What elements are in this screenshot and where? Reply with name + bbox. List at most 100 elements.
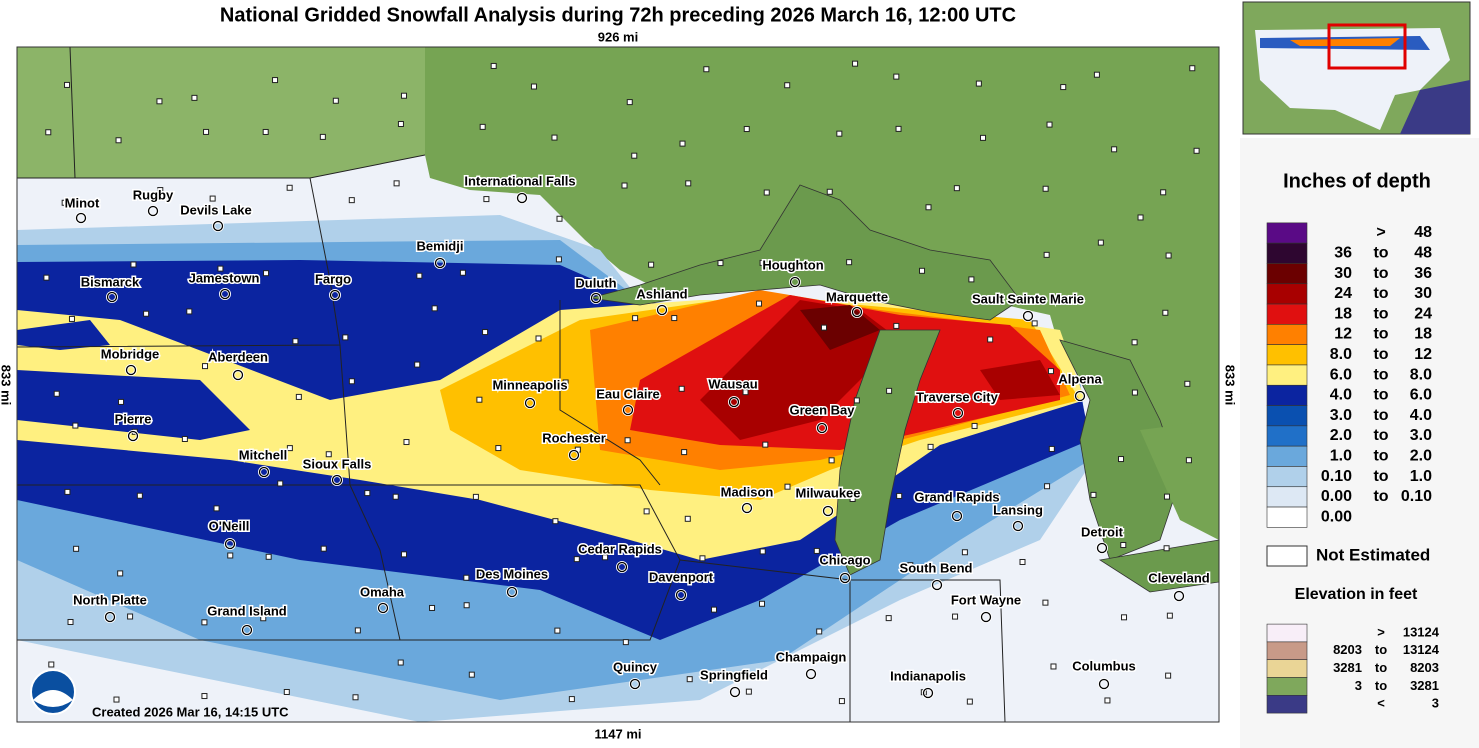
city-label: Cedar Rapids xyxy=(578,541,662,556)
lake-michigan xyxy=(834,329,941,576)
city-marker xyxy=(241,624,253,636)
border xyxy=(17,484,401,641)
station xyxy=(530,83,537,90)
station xyxy=(217,265,224,272)
inset-us xyxy=(1255,28,1450,130)
station xyxy=(262,128,269,135)
legend-swatch xyxy=(1266,659,1308,678)
city-marker xyxy=(805,668,817,680)
station xyxy=(1044,483,1051,490)
station xyxy=(332,97,339,104)
legend-sep: to xyxy=(1373,265,1388,282)
legend-high: 18 xyxy=(1414,326,1432,343)
city-label: Grand Island xyxy=(207,603,287,618)
station xyxy=(1163,545,1170,552)
station xyxy=(45,129,52,136)
station xyxy=(476,396,483,403)
station xyxy=(64,488,71,495)
station xyxy=(397,659,404,666)
city-label: Green Bay xyxy=(789,402,855,417)
inset-map xyxy=(1242,1,1471,135)
legend-swatch xyxy=(1266,641,1308,661)
city-marker xyxy=(125,364,137,376)
station xyxy=(966,698,973,705)
station xyxy=(1104,697,1111,704)
legend: >48 36 to 48 30 to 36 24 to 30 18 to 24 12 to 18 8.0 to 12… xyxy=(1266,222,1440,714)
station xyxy=(397,120,404,127)
city-label: Des Moines xyxy=(476,566,548,581)
city-marker xyxy=(629,678,641,690)
station xyxy=(763,189,770,196)
station xyxy=(64,81,71,88)
station xyxy=(1131,389,1138,396)
legend-low: 3.0 xyxy=(1330,407,1352,424)
city-marker xyxy=(728,396,740,408)
city-marker xyxy=(516,192,528,204)
legend-low: 18 xyxy=(1334,305,1352,322)
legend-low: 0.10 xyxy=(1321,468,1352,485)
station xyxy=(602,554,609,561)
legend-swatch xyxy=(1266,303,1308,325)
legend-sep: to xyxy=(1373,488,1388,505)
station xyxy=(907,562,914,569)
station xyxy=(1093,71,1100,78)
station xyxy=(685,180,692,187)
legend-low: 36 xyxy=(1334,245,1352,262)
station xyxy=(403,439,410,446)
station xyxy=(156,98,163,105)
station xyxy=(203,128,210,135)
station xyxy=(535,335,542,342)
city-label: Indianapolis xyxy=(890,668,966,683)
station xyxy=(743,126,750,133)
legend-high: 30 xyxy=(1414,285,1432,302)
station xyxy=(73,545,80,552)
station xyxy=(201,693,208,700)
station xyxy=(401,551,408,558)
legend-low: 2.0 xyxy=(1330,427,1352,444)
station xyxy=(348,378,355,385)
station xyxy=(556,215,563,222)
city-label: Rugby xyxy=(133,187,174,202)
station xyxy=(671,315,678,322)
station xyxy=(971,394,978,401)
station xyxy=(1121,614,1128,621)
station xyxy=(622,639,629,646)
station xyxy=(136,492,143,499)
station xyxy=(885,615,892,622)
stations xyxy=(43,60,1200,705)
city-marker xyxy=(656,304,668,316)
city-label: Milwaukee xyxy=(795,485,860,500)
canada-prairie xyxy=(17,47,425,178)
border xyxy=(69,47,76,179)
legend-swatch xyxy=(1266,384,1308,406)
station xyxy=(352,694,359,701)
legend-swatch xyxy=(1266,405,1308,427)
station xyxy=(919,267,926,274)
station xyxy=(826,188,833,195)
station xyxy=(952,613,959,620)
station xyxy=(431,305,438,312)
city-label: Marquette xyxy=(826,289,888,304)
station xyxy=(927,443,934,450)
station xyxy=(414,361,421,368)
station xyxy=(813,547,820,554)
station xyxy=(127,613,134,620)
city-marker xyxy=(822,505,834,517)
city-label: Minneapolis xyxy=(492,377,567,392)
station xyxy=(643,508,650,515)
city-marker xyxy=(816,422,828,434)
city-label: Rochester xyxy=(542,430,606,445)
station xyxy=(483,196,490,203)
city-label: Pierre xyxy=(115,411,152,426)
station xyxy=(67,618,74,625)
elevation-title: Elevation in feet xyxy=(1295,586,1418,603)
station xyxy=(277,480,284,487)
legend-sep: to xyxy=(1375,660,1387,675)
legend-swatch xyxy=(1266,466,1308,488)
station xyxy=(816,628,823,635)
station xyxy=(1042,185,1049,192)
station xyxy=(987,336,994,343)
station xyxy=(272,77,279,84)
legend-high: 8203 xyxy=(1410,660,1439,675)
legend-swatch xyxy=(1266,263,1308,285)
